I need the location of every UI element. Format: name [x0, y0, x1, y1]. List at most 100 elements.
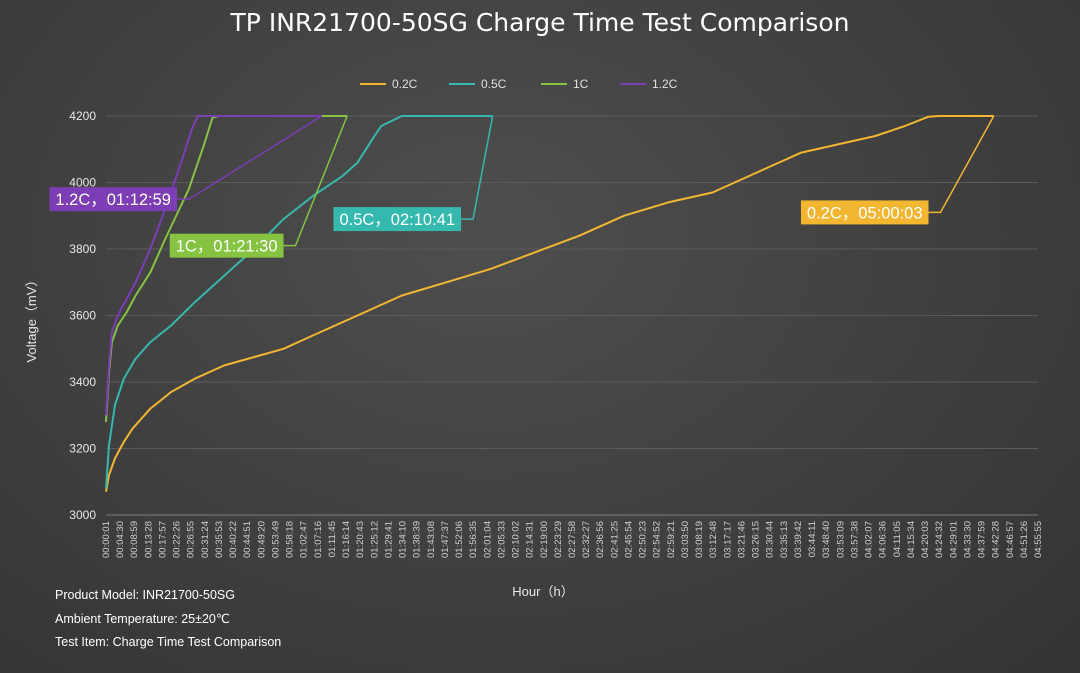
x-tick-label: 03:30:44	[765, 521, 776, 558]
x-tick-label: 03:03:50	[680, 521, 691, 558]
y-tick-label: 3200	[69, 442, 96, 456]
x-tick-label: 00:04:30	[115, 521, 126, 558]
ambient-temperature-note: Ambient Temperature: 25±20℃	[55, 611, 230, 626]
y-tick-label: 3800	[69, 242, 96, 256]
x-tick-label: 03:17:17	[722, 521, 733, 558]
x-tick-label: 02:10:02	[511, 521, 522, 558]
product-model-note: Product Model: INR21700-50SG	[55, 588, 235, 602]
x-tick-label: 00:53:49	[270, 521, 281, 558]
annotation-label: 1C，01:21:30	[176, 238, 278, 256]
x-tick-label: 04:15:34	[906, 521, 917, 558]
x-tick-label: 02:50:23	[638, 521, 649, 558]
x-tick-label: 02:23:29	[553, 521, 564, 558]
x-tick-label: 04:42:28	[991, 521, 1002, 558]
series-line	[105, 115, 493, 489]
x-tick-label: 00:22:26	[172, 521, 183, 558]
x-tick-label: 03:48:40	[821, 521, 832, 558]
x-tick-label: 00:17:57	[157, 521, 168, 558]
annotation-box	[169, 233, 284, 258]
x-tick-label: 02:01:04	[482, 521, 493, 558]
legend-label: 1.2C	[652, 77, 678, 91]
x-tick-label: 04:06:36	[878, 521, 889, 558]
y-tick-label: 4200	[69, 109, 96, 123]
x-tick-label: 04:20:03	[920, 521, 931, 558]
x-tick-label: 04:02:07	[864, 521, 875, 558]
x-tick-label: 03:57:38	[849, 521, 860, 558]
y-tick-label: 3000	[69, 508, 96, 522]
x-tick-label: 01:02:47	[299, 521, 310, 558]
x-tick-label: 01:56:35	[468, 521, 479, 558]
x-tick-label: 04:55:55	[1033, 521, 1044, 558]
x-tick-label: 00:31:24	[200, 521, 211, 558]
annotation-leader	[283, 115, 348, 247]
x-tick-label: 01:25:12	[369, 521, 380, 558]
annotation-box	[49, 187, 178, 212]
x-tick-label: 03:35:13	[779, 521, 790, 558]
x-tick-label: 02:05:33	[496, 521, 507, 558]
x-tick-label: 02:41:25	[609, 521, 620, 558]
series-line	[105, 115, 994, 492]
x-tick-label: 03:39:42	[793, 521, 804, 558]
x-tick-label: 04:24:32	[934, 521, 945, 558]
x-tick-label: 01:16:14	[341, 521, 352, 558]
x-tick-label: 00:00:01	[101, 521, 112, 558]
x-tick-label: 01:47:37	[440, 521, 451, 558]
x-tick-label: 02:45:54	[623, 521, 634, 558]
x-tick-label: 03:53:09	[835, 521, 846, 558]
x-tick-label: 00:58:18	[285, 521, 296, 558]
x-tick-label: 00:26:55	[186, 521, 197, 558]
annotation-leader	[177, 115, 323, 200]
x-tick-label: 01:20:43	[355, 521, 366, 558]
x-tick-label: 01:34:10	[398, 521, 409, 558]
x-tick-label: 00:35:53	[214, 521, 225, 558]
x-tick-label: 03:08:19	[694, 521, 705, 558]
x-tick-label: 04:29:01	[948, 521, 959, 558]
y-tick-label: 3400	[69, 375, 96, 389]
x-tick-label: 01:38:39	[412, 521, 423, 558]
x-tick-label: 00:40:22	[228, 521, 239, 558]
x-tick-label: 03:44:11	[807, 521, 818, 557]
x-axis-title: Hour（h）	[512, 584, 573, 599]
x-tick-label: 00:13:28	[143, 521, 154, 558]
test-notes: Product Model: INR21700-50SG Ambient Tem…	[55, 584, 281, 655]
x-tick-label: 04:11:05	[892, 521, 903, 557]
x-tick-label: 04:33:30	[962, 521, 973, 558]
annotation-leader	[461, 115, 494, 220]
test-item-note: Test Item: Charge Time Test Comparison	[55, 635, 282, 649]
y-tick-label: 3600	[69, 309, 96, 323]
annotation-label: 0.2C，05:00:03	[807, 204, 923, 222]
annotation-label: 0.5C，02:10:41	[339, 211, 455, 229]
chart-title: TP INR21700-50SG Charge Time Test Compar…	[230, 8, 850, 37]
y-axis-title: Voltage（mV）	[24, 274, 39, 363]
x-tick-label: 02:19:00	[539, 521, 550, 558]
legend-label: 1C	[573, 77, 589, 91]
x-tick-label: 03:26:15	[751, 521, 762, 558]
x-tick-label: 01:52:06	[454, 521, 465, 558]
x-tick-label: 02:59:21	[666, 521, 677, 558]
x-tick-label: 02:27:58	[567, 521, 578, 558]
x-tick-label: 00:44:51	[242, 521, 253, 558]
x-tick-label: 02:36:56	[595, 521, 606, 558]
x-tick-label: 02:14:31	[525, 521, 536, 558]
x-tick-label: 01:29:41	[383, 521, 394, 558]
x-tick-label: 04:37:59	[977, 521, 988, 558]
annotation-box	[800, 200, 929, 225]
x-tick-label: 01:43:08	[426, 521, 437, 558]
x-tick-label: 02:32:27	[581, 521, 592, 558]
x-tick-label: 02:54:52	[652, 521, 663, 558]
y-tick-label: 4000	[69, 176, 96, 190]
x-tick-label: 04:51:26	[1019, 521, 1030, 558]
annotation-label: 1.2C，01:12:59	[55, 191, 171, 209]
x-tick-label: 03:12:48	[708, 521, 719, 558]
x-tick-label: 01:07:16	[313, 521, 324, 558]
x-tick-label: 01:11:45	[327, 521, 338, 557]
x-tick-label: 00:49:20	[256, 521, 267, 558]
x-tick-label: 04:46:57	[1005, 521, 1016, 558]
x-tick-label: 00:08:59	[129, 521, 140, 558]
legend-label: 0.5C	[481, 77, 507, 91]
x-tick-label: 03:21:46	[736, 521, 747, 558]
annotation-box	[333, 207, 462, 232]
annotation-leader	[928, 115, 995, 214]
series-line	[105, 115, 322, 416]
